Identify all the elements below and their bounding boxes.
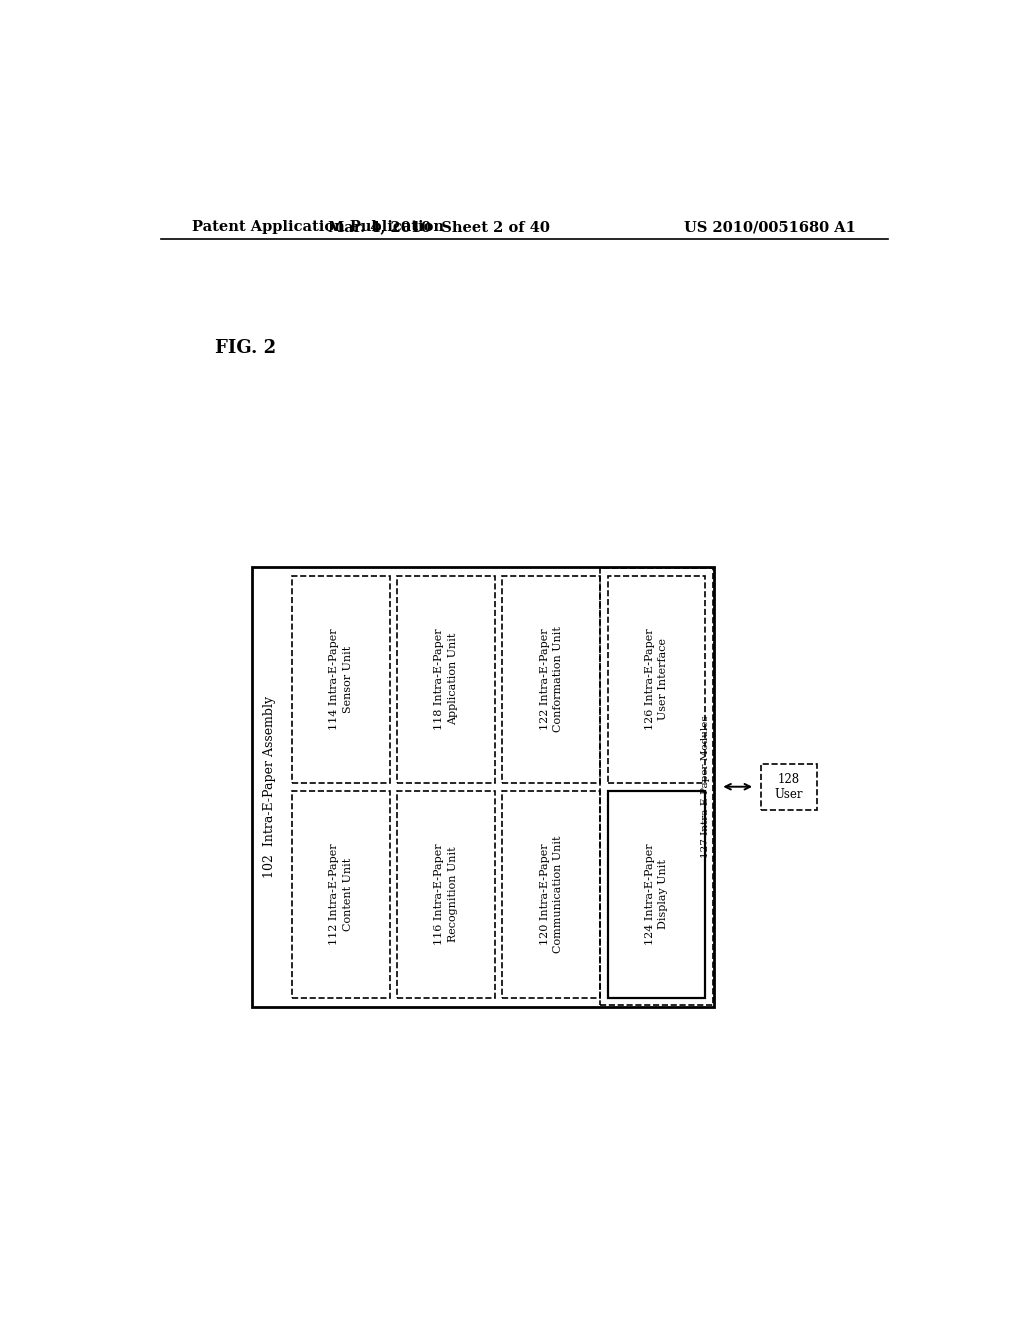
- Text: 122 Intra-E-Paper
Conformation Unit: 122 Intra-E-Paper Conformation Unit: [540, 627, 563, 733]
- Bar: [397, 791, 495, 998]
- Text: 114 Intra-E-Paper
Sensor Unit: 114 Intra-E-Paper Sensor Unit: [330, 628, 352, 730]
- Bar: [503, 791, 600, 998]
- Text: 126 Intra-E-Paper
User Interface: 126 Intra-E-Paper User Interface: [645, 628, 668, 730]
- Bar: [292, 791, 390, 998]
- Text: 118 Intra-E-Paper
Application Unit: 118 Intra-E-Paper Application Unit: [434, 628, 458, 730]
- Bar: [252, 566, 714, 1007]
- Text: 128
User: 128 User: [775, 772, 803, 801]
- Text: 102  Intra-E-Paper Assembly: 102 Intra-E-Paper Assembly: [263, 696, 275, 878]
- Bar: [292, 576, 390, 783]
- Text: 127 Intra-E-Paper Modules: 127 Intra-E-Paper Modules: [700, 715, 710, 858]
- Bar: [607, 791, 705, 998]
- Text: 120 Intra-E-Paper
Communication Unit: 120 Intra-E-Paper Communication Unit: [540, 836, 563, 953]
- Text: Patent Application Publication: Patent Application Publication: [193, 220, 444, 234]
- Bar: [607, 576, 705, 783]
- Text: Mar. 4, 2010  Sheet 2 of 40: Mar. 4, 2010 Sheet 2 of 40: [328, 220, 550, 234]
- Text: FIG. 2: FIG. 2: [215, 339, 276, 358]
- Bar: [761, 763, 816, 810]
- Bar: [397, 576, 495, 783]
- Bar: [503, 576, 600, 783]
- Text: 116 Intra-E-Paper
Recognition Unit: 116 Intra-E-Paper Recognition Unit: [434, 843, 458, 945]
- Text: US 2010/0051680 A1: US 2010/0051680 A1: [684, 220, 856, 234]
- Bar: [600, 568, 713, 1006]
- Text: 124 Intra-E-Paper
Display Unit: 124 Intra-E-Paper Display Unit: [645, 843, 668, 945]
- Text: 112 Intra-E-Paper
Content Unit: 112 Intra-E-Paper Content Unit: [330, 843, 352, 945]
